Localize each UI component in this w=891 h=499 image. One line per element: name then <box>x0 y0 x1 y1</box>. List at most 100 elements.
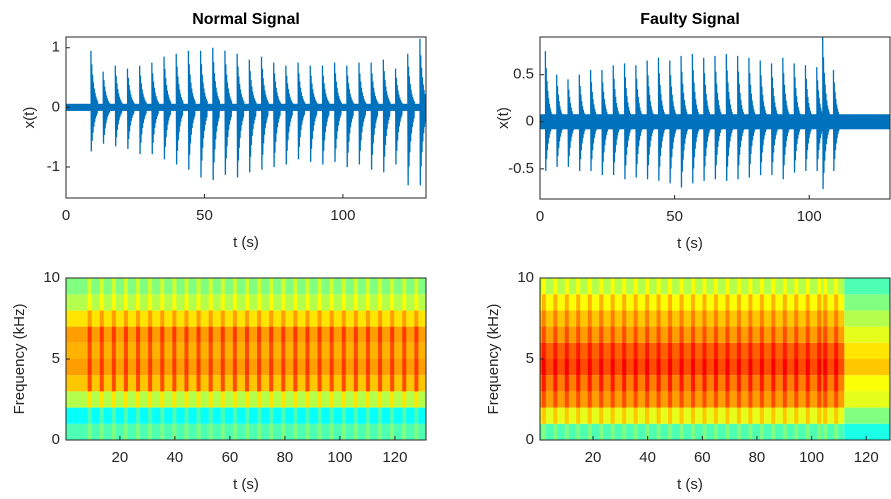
burst-stripe <box>691 391 696 408</box>
burst-stripe <box>414 294 419 311</box>
burst-stripe <box>782 342 787 359</box>
burst-stripe <box>564 342 569 359</box>
burst-stripe <box>656 278 661 295</box>
burst-stripe <box>668 278 673 295</box>
x-tick-label: 60 <box>222 449 239 466</box>
burst-stripe <box>172 278 177 295</box>
burst-stripe <box>782 407 787 424</box>
burst-stripe <box>232 407 237 424</box>
subplot: 20 40 60 80 100 120 0 5 10 t (s) Frequency (kHz) <box>11 269 427 493</box>
burst-stripe <box>99 391 104 408</box>
burst-stripe <box>702 278 707 295</box>
burst-stripe <box>353 342 358 359</box>
burst-stripe <box>805 310 810 327</box>
burst-stripe <box>725 423 730 440</box>
y-tick-label: 5 <box>526 350 534 367</box>
burst-stripe <box>123 278 128 295</box>
burst-stripe <box>736 423 741 440</box>
x-tick-label: 40 <box>639 449 656 466</box>
burst-stripe <box>196 391 201 408</box>
burst-stripe <box>329 423 334 440</box>
burst <box>657 57 666 181</box>
burst <box>212 47 221 181</box>
burst-stripe <box>679 423 684 440</box>
burst-stripe <box>834 407 839 424</box>
burst-stripe <box>87 423 92 440</box>
burst <box>285 65 294 165</box>
burst-stripe <box>691 326 696 343</box>
burst-stripe <box>794 278 799 295</box>
burst-stripe <box>805 391 810 408</box>
burst-stripe <box>305 278 310 295</box>
burst-stripe <box>759 294 764 311</box>
burst-stripe <box>111 310 116 327</box>
burst-stripe <box>622 375 627 392</box>
burst-stripe <box>281 391 286 408</box>
burst <box>725 53 734 181</box>
burst-stripe <box>136 294 141 311</box>
burst-stripe <box>576 359 581 376</box>
burst-stripe <box>679 310 684 327</box>
burst-stripe <box>196 310 201 327</box>
burst-stripe <box>378 310 383 327</box>
burst-stripe <box>834 375 839 392</box>
burst-stripe <box>656 391 661 408</box>
burst-stripe <box>610 375 615 392</box>
burst-stripe <box>269 423 274 440</box>
burst-stripe <box>633 407 638 424</box>
burst-stripe <box>123 375 128 392</box>
burst-stripe <box>365 310 370 327</box>
burst-stripe <box>564 423 569 440</box>
burst-stripe <box>257 294 262 311</box>
burst-stripe <box>759 310 764 327</box>
burst-stripe <box>305 294 310 311</box>
burst-stripe <box>232 326 237 343</box>
burst-stripe <box>293 310 298 327</box>
y-tick-label: 0 <box>52 98 60 115</box>
burst-stripe <box>622 423 627 440</box>
burst-stripe <box>599 326 604 343</box>
burst-stripe <box>736 326 741 343</box>
burst-stripe <box>599 423 604 440</box>
burst-stripe <box>160 359 165 376</box>
burst-stripe <box>736 375 741 392</box>
y-tick-label: 5 <box>52 350 60 367</box>
burst-stripe <box>341 391 346 408</box>
burst-stripe <box>633 359 638 376</box>
burst-stripe <box>823 278 828 295</box>
burst-stripe <box>378 278 383 295</box>
burst-stripe <box>633 326 638 343</box>
burst-stripe <box>553 423 558 440</box>
burst-stripe <box>610 278 615 295</box>
burst-stripe <box>679 278 684 295</box>
burst-stripe <box>656 310 661 327</box>
burst-stripe <box>281 342 286 359</box>
burst-stripe <box>679 375 684 392</box>
burst-stripe <box>329 407 334 424</box>
burst <box>309 65 318 162</box>
spectrogram-cell <box>844 326 890 343</box>
x-tick-label: 100 <box>797 208 822 225</box>
burst-stripe <box>390 326 395 343</box>
burst-stripe <box>136 342 141 359</box>
burst-stripe <box>341 310 346 327</box>
burst-stripe <box>305 326 310 343</box>
burst <box>832 69 841 172</box>
burst-stripe <box>553 310 558 327</box>
burst <box>544 51 553 172</box>
burst <box>248 59 257 173</box>
y-axis-label: x(t) <box>495 107 512 129</box>
burst-stripe <box>805 294 810 311</box>
burst-stripe <box>341 278 346 295</box>
burst-stripe <box>305 342 310 359</box>
burst-stripe <box>111 407 116 424</box>
burst <box>680 55 689 188</box>
burst-stripe <box>759 278 764 295</box>
burst-stripe <box>713 278 718 295</box>
burst-stripe <box>365 423 370 440</box>
burst <box>175 53 184 165</box>
burst-stripe <box>136 359 141 376</box>
burst-stripe <box>208 294 213 311</box>
burst-stripe <box>341 359 346 376</box>
burst-stripe <box>232 342 237 359</box>
